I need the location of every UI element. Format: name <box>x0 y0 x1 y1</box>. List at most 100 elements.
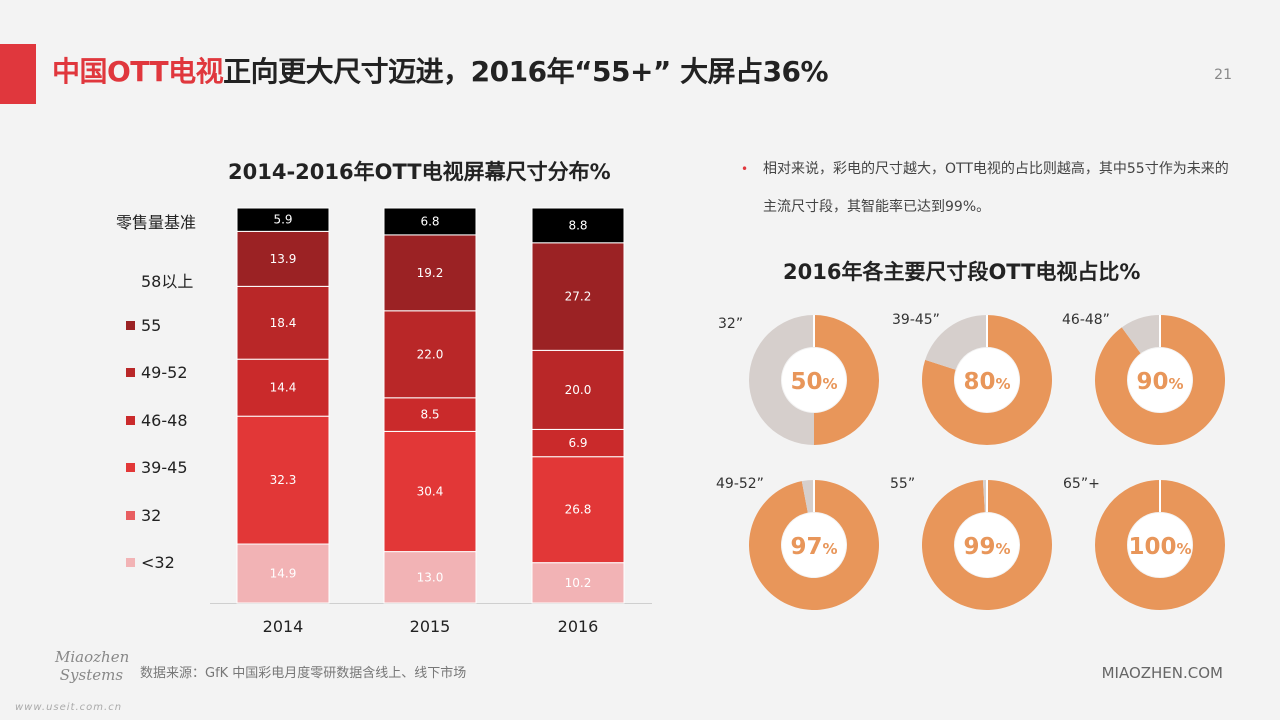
donut-value-label: 90% <box>1136 369 1183 395</box>
donut-value-label: 97% <box>790 534 837 560</box>
donut-value-number: 80 <box>963 369 995 395</box>
page-title-rest: 正向更大尺寸迈进，2016年“55+” 大屏占36% <box>223 55 829 88</box>
donut-value-unit: % <box>822 540 837 558</box>
legend-label: <32 <box>141 553 175 572</box>
donut-slice <box>921 480 1052 610</box>
x-tick-label: 2016 <box>558 617 599 636</box>
bar-segment <box>236 415 330 545</box>
watermark: www.useit.com.cn <box>15 702 123 713</box>
legend-item: 39-45 <box>126 458 188 477</box>
bar-segment <box>383 551 477 604</box>
bar-segment <box>383 310 477 399</box>
donut-slice <box>814 315 879 445</box>
legend-item: 58以上 <box>126 268 193 292</box>
donut-value-label: 80% <box>963 369 1010 395</box>
donut-value-unit: % <box>1168 375 1183 393</box>
legend-label: 39-45 <box>141 458 188 477</box>
legend-item: 46-48 <box>126 411 188 430</box>
donut-category-label: 49-52” <box>716 476 764 492</box>
bar-value-label: 22.0 <box>417 347 444 361</box>
bar-segment <box>531 349 625 430</box>
bar-segment <box>383 207 477 236</box>
note: • 相对来说，彩电的尺寸越大，OTT电视的占比则越高，其中55寸作为未来的主流尺… <box>741 150 1235 226</box>
bar-value-label: 19.2 <box>417 266 444 280</box>
donut-slice <box>1095 315 1225 446</box>
donut-category-label: 46-48” <box>1062 312 1110 328</box>
bar-value-label: 18.4 <box>270 316 297 330</box>
bar-value-label: 6.9 <box>568 436 587 450</box>
bar-value-label: 27.2 <box>565 290 592 304</box>
note-bullet-icon: • <box>741 162 749 176</box>
donut-value-label: 99% <box>963 534 1010 560</box>
legend-swatch <box>126 276 135 285</box>
donut-value-number: 50 <box>790 369 822 395</box>
bar-value-label: 13.9 <box>270 252 297 266</box>
donut-value-number: 100 <box>1128 534 1176 560</box>
legend-label: 55 <box>141 315 162 335</box>
donut-category-label: 65”+ <box>1063 476 1100 492</box>
bar-segment <box>236 230 330 287</box>
legend-item: 32 <box>126 506 161 525</box>
bar-value-label: 20.0 <box>565 383 592 397</box>
bar-segment <box>531 562 625 604</box>
donut-hole <box>955 513 1019 577</box>
donut-category-label: 32” <box>718 316 744 332</box>
legend-item: 49-52 <box>126 363 188 382</box>
donut-value-number: 90 <box>1136 369 1168 395</box>
legend-swatch <box>126 415 135 425</box>
bar-value-label: 6.8 <box>420 214 439 228</box>
bar-value-label: 14.9 <box>270 567 297 581</box>
bar-segment <box>383 430 477 553</box>
bar-segment <box>236 207 330 232</box>
donut-hole <box>782 348 846 412</box>
legend-swatch <box>126 320 135 330</box>
donut-hole <box>1128 513 1192 577</box>
donut-slice <box>1095 480 1225 610</box>
legend-label: 58以上 <box>141 272 194 291</box>
legend-swatch <box>126 368 135 377</box>
note-text: 相对来说，彩电的尺寸越大，OTT电视的占比则越高，其中55寸作为未来的主流尺寸段… <box>763 161 1229 215</box>
bar-value-label: 14.4 <box>270 381 297 395</box>
donut-slice-rest <box>801 480 814 513</box>
legend-swatch <box>126 463 135 472</box>
legend-title: 零售量基准 <box>116 213 197 232</box>
miaozhen-logo: Miaozhen Systems <box>55 648 130 684</box>
bar-value-label: 13.0 <box>417 570 444 584</box>
bar-chart-title: 2014-2016年OTT电视屏幕尺寸分布% <box>228 160 611 184</box>
bar-value-label: 10.2 <box>565 576 592 590</box>
bar-segment <box>236 358 330 417</box>
bar-value-label: 5.9 <box>273 213 292 227</box>
bar-value-label: 26.8 <box>565 503 592 517</box>
donut-hole <box>1128 348 1192 412</box>
page-title: 中国OTT电视正向更大尺寸迈进，2016年“55+” 大屏占36% <box>52 50 829 90</box>
donut-slice <box>749 479 880 610</box>
title-accent-bar <box>0 44 36 104</box>
donut-value-unit: % <box>822 375 837 393</box>
donut-slice-rest <box>1121 315 1160 354</box>
donut-chart-title: 2016年各主要尺寸段OTT电视占比% <box>783 260 1141 284</box>
bar-segment <box>531 456 625 564</box>
bar-segment <box>236 543 330 604</box>
page-title-highlight: 中国OTT电视 <box>52 55 224 88</box>
bar-value-label: 30.4 <box>417 484 444 498</box>
legend-item: 55 <box>126 316 161 335</box>
donut-value-unit: % <box>995 540 1010 558</box>
bar-segment <box>383 397 477 432</box>
legend-item: <32 <box>126 553 175 572</box>
bar-segment <box>531 428 625 458</box>
legend-swatch <box>126 510 135 520</box>
x-tick-label: 2015 <box>410 617 451 636</box>
legend-label: 49-52 <box>141 363 188 382</box>
donut-value-number: 97 <box>790 534 822 560</box>
bar-value-label: 8.8 <box>568 218 587 232</box>
donut-value-label: 100% <box>1128 534 1191 560</box>
donut-hole <box>782 513 846 577</box>
site-url: MIAOZHEN.COM <box>1101 664 1223 682</box>
source-note: 数据来源：GfK 中国彩电月度零研数据含线上、线下市场 <box>140 666 467 681</box>
donut-value-unit: % <box>995 375 1010 393</box>
donut-value-label: 50% <box>790 369 837 395</box>
donut-hole <box>955 348 1019 412</box>
donut-value-unit: % <box>1176 540 1191 558</box>
page-number: 21 <box>1214 67 1232 83</box>
